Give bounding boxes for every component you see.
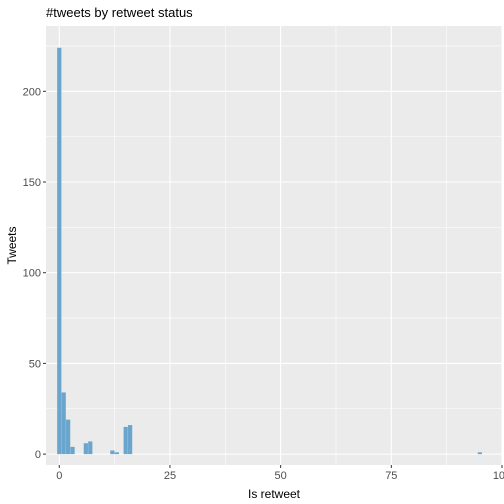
y-tick-label: 200 [23,86,41,98]
histogram-bar [128,425,133,455]
histogram-bar [477,452,482,455]
histogram-bar [123,426,128,455]
histogram-bar [110,450,115,455]
histogram-bar [57,47,62,455]
histogram-bar [83,443,88,455]
x-axis-label: Is retweet [248,487,301,501]
histogram-bar [61,392,66,455]
y-axis: 0 50 100 150 200 [23,86,46,461]
x-tick-label: 0 [56,470,62,482]
x-axis: 0 25 50 75 100 [56,465,504,482]
histogram-bar [114,452,119,455]
minor-gridlines [46,26,502,465]
y-tick-label: 0 [35,449,41,461]
histogram-bar [70,446,75,455]
plot-panel [46,26,502,465]
y-tick-label: 50 [29,358,41,370]
bars [57,47,482,455]
histogram-bar [66,419,71,455]
y-tick-label: 150 [23,177,41,189]
y-tick-label: 100 [23,268,41,280]
chart-title: #tweets by retweet status [46,5,193,20]
x-tick-label: 50 [275,470,287,482]
histogram-bar [88,441,93,455]
x-tick-label: 75 [385,470,397,482]
y-axis-label: Tweets [5,226,19,264]
x-tick-label: 100 [493,470,504,482]
x-tick-label: 25 [164,470,176,482]
